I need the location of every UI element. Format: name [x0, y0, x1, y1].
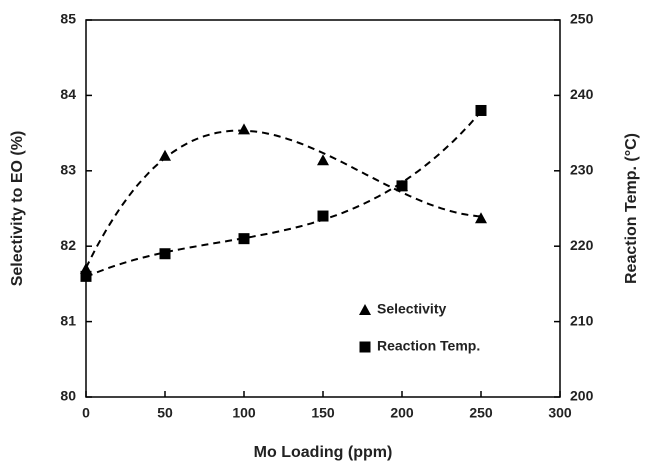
y-tick-label: 80 — [60, 388, 76, 404]
y2-tick-label: 250 — [570, 11, 594, 27]
y-tick-label: 83 — [60, 162, 76, 178]
legend-entry: Selectivity — [359, 301, 446, 317]
y-tick-label: 81 — [60, 312, 76, 328]
triangle-marker — [238, 123, 250, 135]
square-marker — [475, 104, 487, 116]
y-tick-label: 82 — [60, 237, 76, 253]
y-tick-label: 85 — [60, 11, 76, 27]
x-tick-label: 50 — [157, 405, 173, 421]
legend-label: Reaction Temp. — [377, 338, 480, 354]
trendline — [85, 129, 482, 269]
series — [80, 123, 487, 274]
x-tick-label: 150 — [311, 405, 335, 421]
y2-tick-label: 240 — [570, 86, 594, 102]
legend-marker — [359, 341, 371, 353]
y-tick-label: 84 — [60, 86, 76, 102]
square-marker — [396, 180, 408, 192]
square-marker — [317, 210, 329, 222]
y2-tick-label: 220 — [570, 237, 594, 253]
legend-entry: Reaction Temp. — [359, 338, 480, 354]
trendline — [85, 110, 482, 278]
x-axis-title: Mo Loading (ppm) — [254, 444, 393, 461]
square-marker — [80, 270, 92, 282]
y2-tick-label: 210 — [570, 312, 594, 328]
triangle-marker — [159, 149, 171, 161]
y2-tick-label: 230 — [570, 162, 594, 178]
square-marker — [238, 233, 250, 245]
x-tick-label: 300 — [548, 405, 572, 421]
x-tick-label: 250 — [469, 405, 493, 421]
square-marker — [159, 248, 171, 260]
triangle-marker — [317, 154, 329, 166]
x-tick-label: 200 — [390, 405, 414, 421]
triangle-marker — [475, 212, 487, 224]
x-tick-label: 0 — [82, 405, 90, 421]
y-axis-title: Selectivity to EO (%) — [9, 131, 26, 287]
plot-frame — [85, 19, 561, 398]
x-tick-label: 100 — [232, 405, 256, 421]
y2-tick-label: 200 — [570, 388, 594, 404]
series — [80, 104, 487, 282]
legend-label: Selectivity — [377, 301, 446, 317]
legend-marker — [359, 304, 371, 315]
y2-axis-title: Reaction Temp. (°C) — [623, 133, 640, 284]
